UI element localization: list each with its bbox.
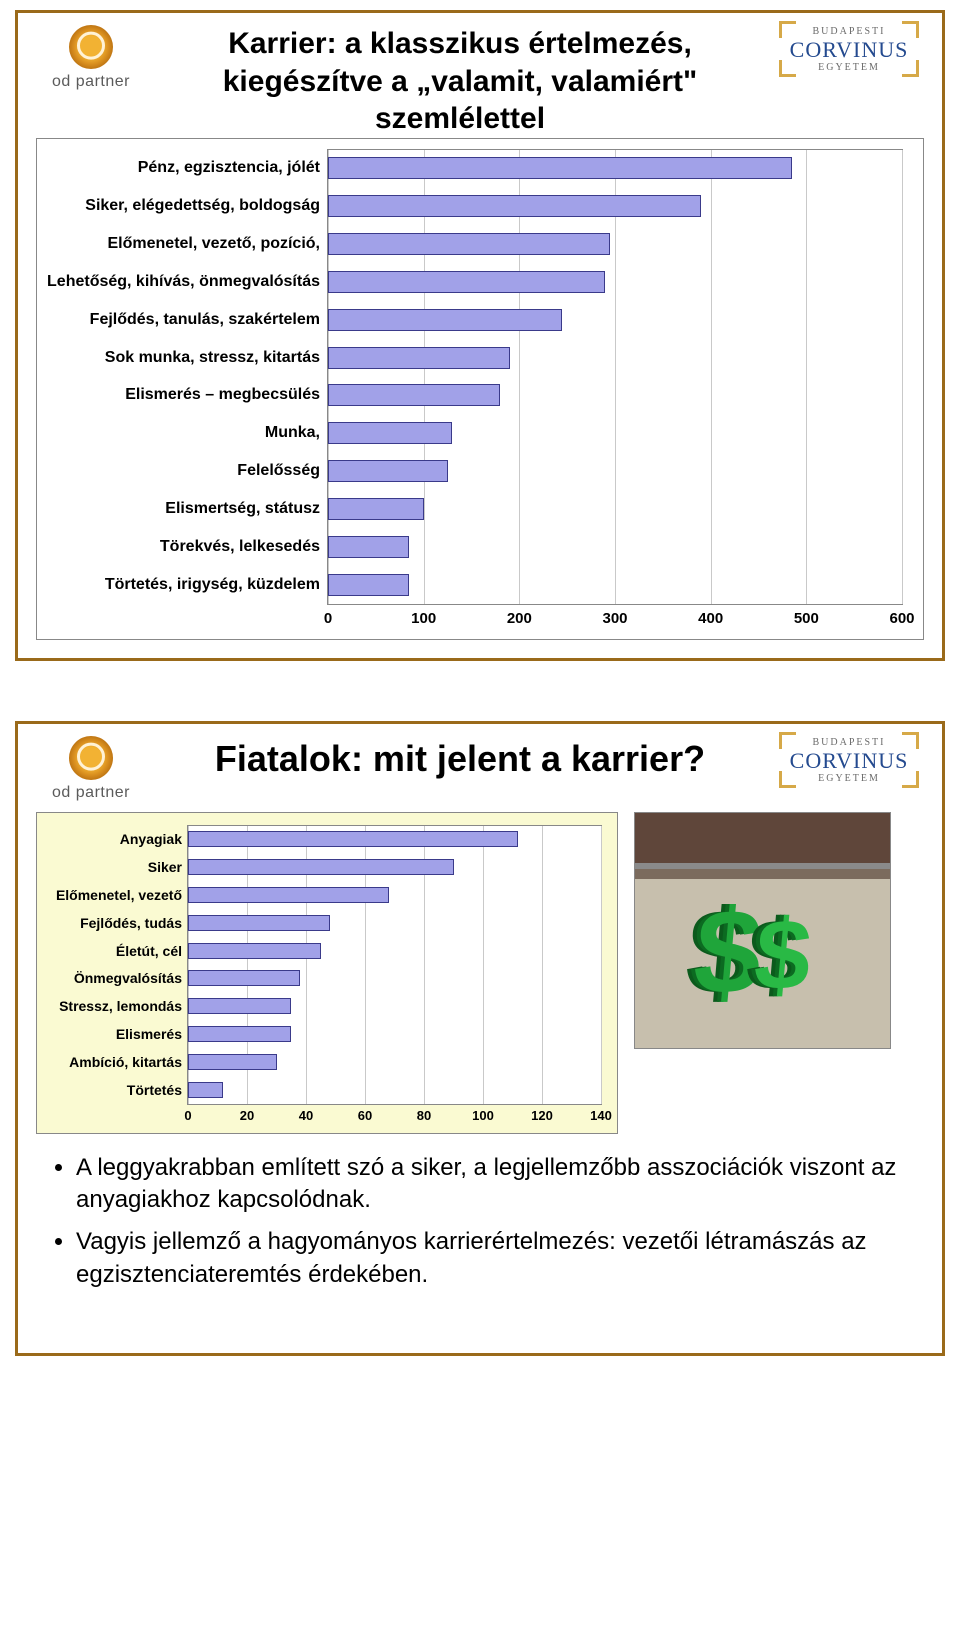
y-category-label: Önmegvalósítás: [74, 970, 188, 986]
corvinus-main: CORVINUS: [779, 37, 919, 61]
y-category-label: Elismerés: [116, 1026, 188, 1042]
bar: [328, 384, 500, 406]
x-tick-label: 400: [698, 604, 723, 627]
y-category-label: Elismerés – megbecsülés: [125, 386, 328, 404]
gridline: [424, 150, 425, 604]
bullet-item: Vagyis jellemző a hagyományos karrierért…: [76, 1226, 904, 1291]
y-category-label: Törekvés, lelkesedés: [160, 538, 328, 556]
x-tick-label: 200: [507, 604, 532, 627]
x-tick-label: 600: [889, 604, 914, 627]
y-category-label: Törtetés: [127, 1082, 188, 1098]
x-tick-label: 40: [299, 1104, 313, 1123]
logo-corvinus: BUDAPESTI CORVINUS EGYETEM: [774, 736, 924, 784]
slide-fiatalok: od partner Fiatalok: mit jelent a karrie…: [15, 721, 945, 1357]
slide-header: od partner Karrier: a klasszikus értelme…: [36, 25, 924, 138]
x-tick-label: 20: [240, 1104, 254, 1123]
bar: [188, 887, 389, 903]
gridline: [483, 826, 484, 1104]
x-tick-label: 500: [794, 604, 819, 627]
bar: [328, 422, 452, 444]
y-category-label: Felelősség: [237, 462, 328, 480]
bar: [328, 195, 701, 217]
bar: [328, 157, 792, 179]
odpartner-icon: [69, 736, 113, 780]
bar: [188, 831, 518, 847]
slide-title: Karrier: a klasszikus értelmezés, kiegés…: [146, 25, 774, 138]
x-tick-label: 140: [590, 1104, 612, 1123]
x-tick-label: 0: [184, 1104, 191, 1123]
bar: [328, 536, 409, 558]
bar: [328, 309, 562, 331]
bar: [188, 859, 454, 875]
chart-karrier: 0 100 200 300 400 500 600 Pénz, egzisztencia, j…: [36, 138, 924, 640]
bar: [328, 347, 510, 369]
odpartner-label: od partner: [52, 73, 130, 91]
x-tick-label: 60: [358, 1104, 372, 1123]
logo-od-partner: od partner: [36, 736, 146, 802]
odpartner-label: od partner: [52, 784, 130, 802]
x-tick-label: 120: [531, 1104, 553, 1123]
x-tick-label: 0: [324, 604, 332, 627]
slide-karrier: od partner Karrier: a klasszikus értelme…: [15, 10, 945, 661]
x-tick-label: 300: [602, 604, 627, 627]
corvinus-bottom: EGYETEM: [779, 61, 919, 73]
corvinus-top: BUDAPESTI: [779, 736, 919, 748]
slide-title: Fiatalok: mit jelent a karrier?: [146, 736, 774, 781]
bar: [188, 943, 321, 959]
y-category-label: Törtetés, irigység, küzdelem: [105, 576, 328, 594]
bar: [188, 1026, 291, 1042]
gridline: [601, 826, 602, 1104]
y-category-label: Előmenetel, vezető, pozíció,: [108, 235, 329, 253]
bar: [188, 970, 300, 986]
slide-header: od partner Fiatalok: mit jelent a karrie…: [36, 736, 924, 802]
corvinus-bottom: EGYETEM: [779, 772, 919, 784]
plot-area: 0100200300400500600Pénz, egzisztencia, j…: [327, 149, 903, 605]
odpartner-icon: [69, 25, 113, 69]
bar: [328, 460, 448, 482]
corvinus-top: BUDAPESTI: [779, 25, 919, 37]
bar: [328, 271, 605, 293]
x-tick-label: 100: [411, 604, 436, 627]
bar: [328, 233, 610, 255]
plot-area: 020406080100120140AnyagiakSikerElőmenete…: [187, 825, 602, 1105]
clipart-money: $ $: [634, 812, 891, 1049]
x-tick-label: 80: [417, 1104, 431, 1123]
y-category-label: Siker: [148, 859, 188, 875]
bullet-item: A leggyakrabban említett szó a siker, a …: [76, 1152, 904, 1217]
chart-fiatalok: 0 20 40 60 80 100 120 140 Anyagiak Siker Előmenete…: [36, 812, 618, 1134]
y-category-label: Ambíció, kitartás: [69, 1054, 188, 1070]
corvinus-main: CORVINUS: [779, 748, 919, 772]
y-category-label: Munka,: [265, 424, 328, 442]
logo-corvinus: BUDAPESTI CORVINUS EGYETEM: [774, 25, 924, 73]
gridline: [902, 150, 903, 604]
gridline: [615, 150, 616, 604]
y-category-label: Siker, elégedettség, boldogság: [85, 197, 328, 215]
y-category-label: Anyagiak: [120, 831, 188, 847]
y-category-label: Előmenetel, vezető: [56, 887, 188, 903]
gridline: [711, 150, 712, 604]
bar: [328, 498, 424, 520]
bar: [328, 574, 409, 596]
y-category-label: Sok munka, stressz, kitartás: [105, 349, 328, 367]
y-category-label: Pénz, egzisztencia, jólét: [138, 159, 328, 177]
bar: [188, 1054, 277, 1070]
bullet-list: A leggyakrabban említett szó a siker, a …: [36, 1152, 924, 1312]
y-category-label: Fejlődés, tudás: [80, 915, 188, 931]
y-category-label: Stressz, lemondás: [59, 998, 188, 1014]
gridline: [519, 150, 520, 604]
gridline: [542, 826, 543, 1104]
y-category-label: Lehetőség, kihívás, önmegvalósítás: [47, 273, 328, 291]
y-category-label: Fejlődés, tanulás, szakértelem: [90, 311, 328, 329]
y-category-label: Életút, cél: [116, 943, 188, 959]
bar: [188, 998, 291, 1014]
x-tick-label: 100: [472, 1104, 494, 1123]
bar: [188, 1082, 223, 1098]
bar: [188, 915, 330, 931]
gridline: [806, 150, 807, 604]
logo-od-partner: od partner: [36, 25, 146, 91]
y-category-label: Elismertség, státusz: [165, 500, 328, 518]
